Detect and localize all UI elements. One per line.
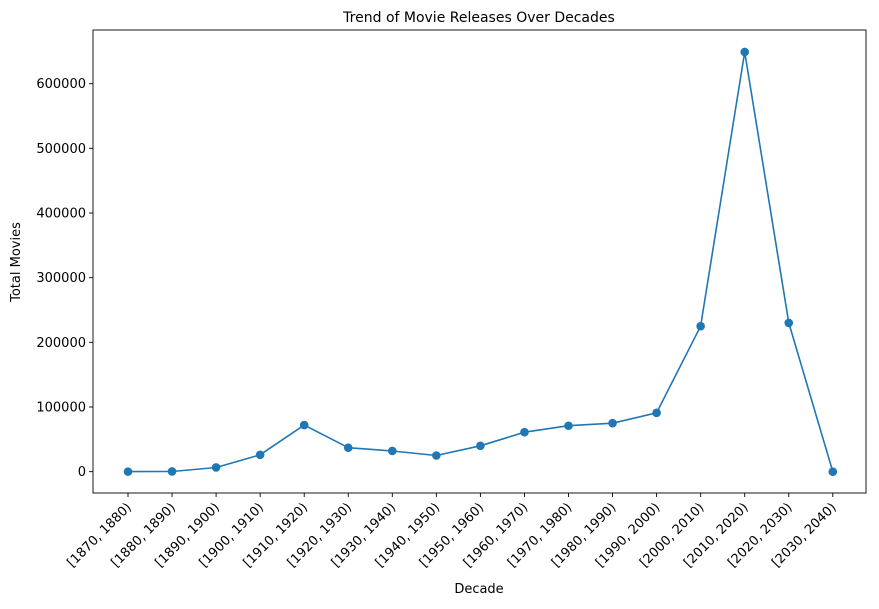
data-point: [211, 463, 221, 472]
plot-area: [92, 29, 867, 494]
y-tick-label: 300000: [36, 271, 86, 286]
y-tick-label: 600000: [36, 77, 86, 92]
data-point: [608, 418, 617, 428]
data-point: [828, 467, 838, 476]
data-point: [564, 421, 573, 431]
x-axis-label: Decade: [454, 582, 503, 597]
data-point: [696, 321, 705, 331]
y-tick-label: 200000: [36, 336, 86, 351]
axes-frame: [92, 29, 867, 494]
series-total-movies: [123, 47, 838, 476]
data-point: [299, 420, 309, 430]
y-axis-label: Total Movies: [9, 222, 24, 303]
y-tick-label: 400000: [36, 207, 86, 222]
data-point: [652, 408, 661, 418]
data-point: [167, 467, 177, 476]
chart-title: Trend of Movie Releases Over Decades: [342, 10, 615, 26]
y-tick-label: 100000: [36, 400, 86, 415]
x-axis: [1870, 1880)[1880, 1890)[1890, 1900)[190…: [64, 493, 840, 571]
data-point: [476, 441, 485, 451]
y-tick-label: 500000: [36, 142, 86, 157]
data-point: [784, 318, 794, 328]
series-line: [127, 51, 834, 473]
data-point: [520, 427, 529, 437]
data-point: [255, 450, 265, 460]
y-axis: 0 100000 200000 300000 400000 500000 600000: [36, 77, 93, 480]
data-point: [432, 451, 441, 460]
data-point: [343, 443, 353, 453]
y-tick-label: 0: [78, 465, 86, 480]
data-point: [388, 446, 397, 456]
data-point: [740, 47, 749, 57]
data-point: [123, 467, 133, 476]
